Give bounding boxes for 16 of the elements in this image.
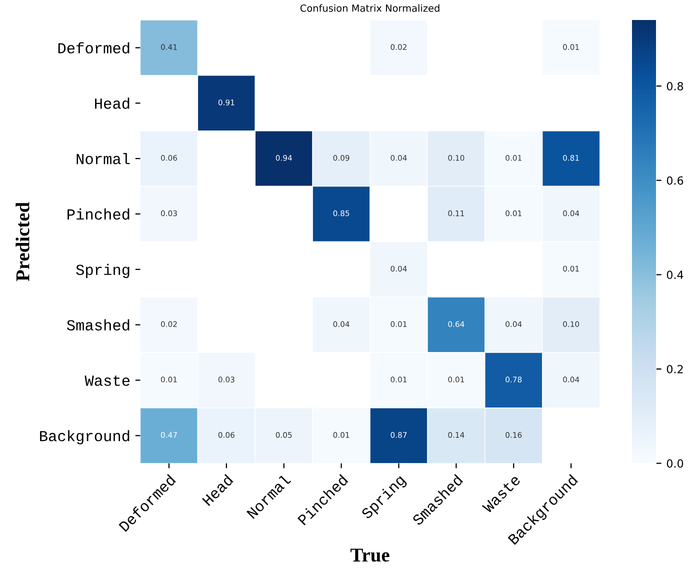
- y-tick-label: Spring: [76, 264, 130, 278]
- chart-title: Confusion Matrix Normalized: [300, 4, 440, 12]
- color-bar-label: 0.0: [666, 459, 684, 468]
- y-tick-label: Normal: [76, 153, 130, 164]
- y-tick-label: Head: [95, 98, 130, 109]
- y-tick-label: Background: [40, 430, 130, 444]
- y-axis-title: Predicted: [16, 202, 30, 282]
- x-axis-title: True: [350, 548, 390, 562]
- color-bar-label: 0.2: [666, 364, 683, 374]
- y-tick-label: Deformed: [58, 42, 130, 54]
- color-bar-label: 0.6: [666, 176, 684, 185]
- color-bar-label: 0.4: [666, 270, 684, 280]
- y-tick-label: Smashed: [66, 319, 130, 331]
- color-bar-label: 0.8: [666, 82, 684, 90]
- y-tick-label: Pinched: [68, 208, 130, 220]
- y-tick-label: Waste: [84, 376, 130, 386]
